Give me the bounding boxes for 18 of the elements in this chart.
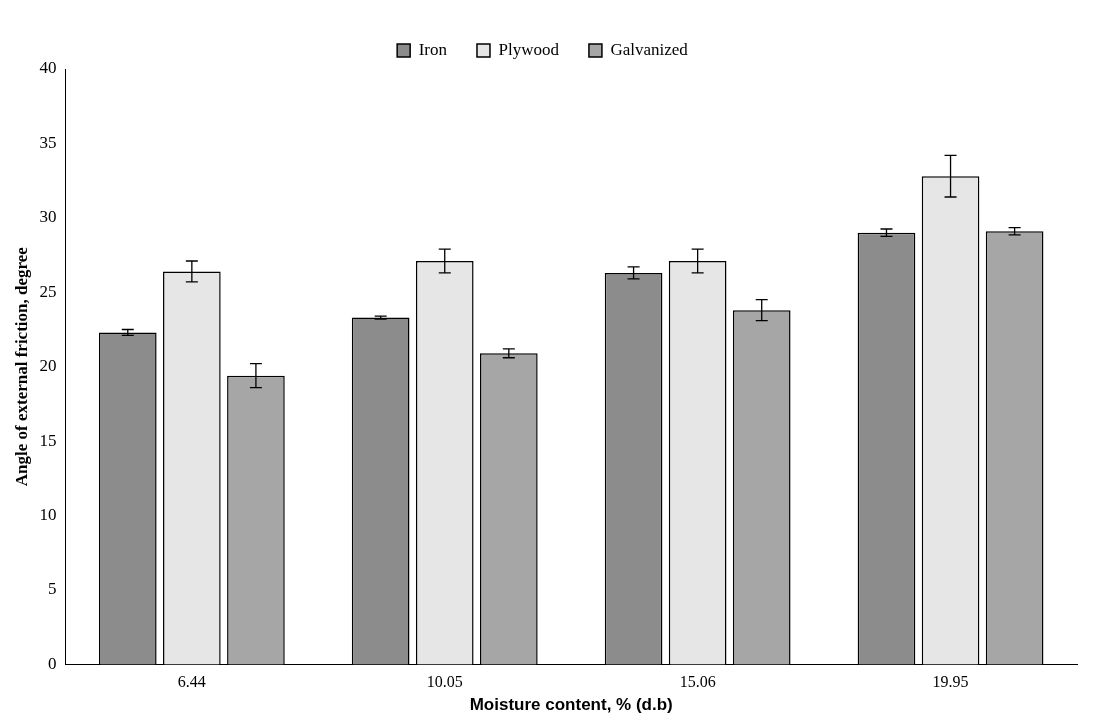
y-tick-label: 15 — [39, 430, 57, 450]
x-tick-label: 19.95 — [932, 673, 969, 691]
y-tick-label: 0 — [47, 653, 57, 673]
legend-label: Plywood — [498, 39, 560, 59]
y-tick-label: 30 — [39, 207, 57, 227]
y-axis-title: Angle of external friction, degree — [11, 246, 31, 487]
y-tick-label: 20 — [39, 356, 57, 376]
x-axis-title: Moisture content, % (d.b) — [469, 695, 673, 715]
legend-label: Iron — [418, 39, 448, 59]
legend-label: Galvanized — [610, 39, 689, 59]
y-tick-label: 5 — [47, 579, 57, 599]
y-tick-label: 25 — [39, 281, 57, 301]
y-tick-label: 10 — [39, 505, 57, 525]
x-tick-label: 6.44 — [177, 673, 206, 691]
x-tick-label: 10.05 — [426, 673, 463, 691]
y-tick-label: 40 — [39, 58, 57, 78]
x-tick-label: 15.06 — [679, 673, 716, 691]
y-tick-label: 35 — [39, 132, 57, 152]
